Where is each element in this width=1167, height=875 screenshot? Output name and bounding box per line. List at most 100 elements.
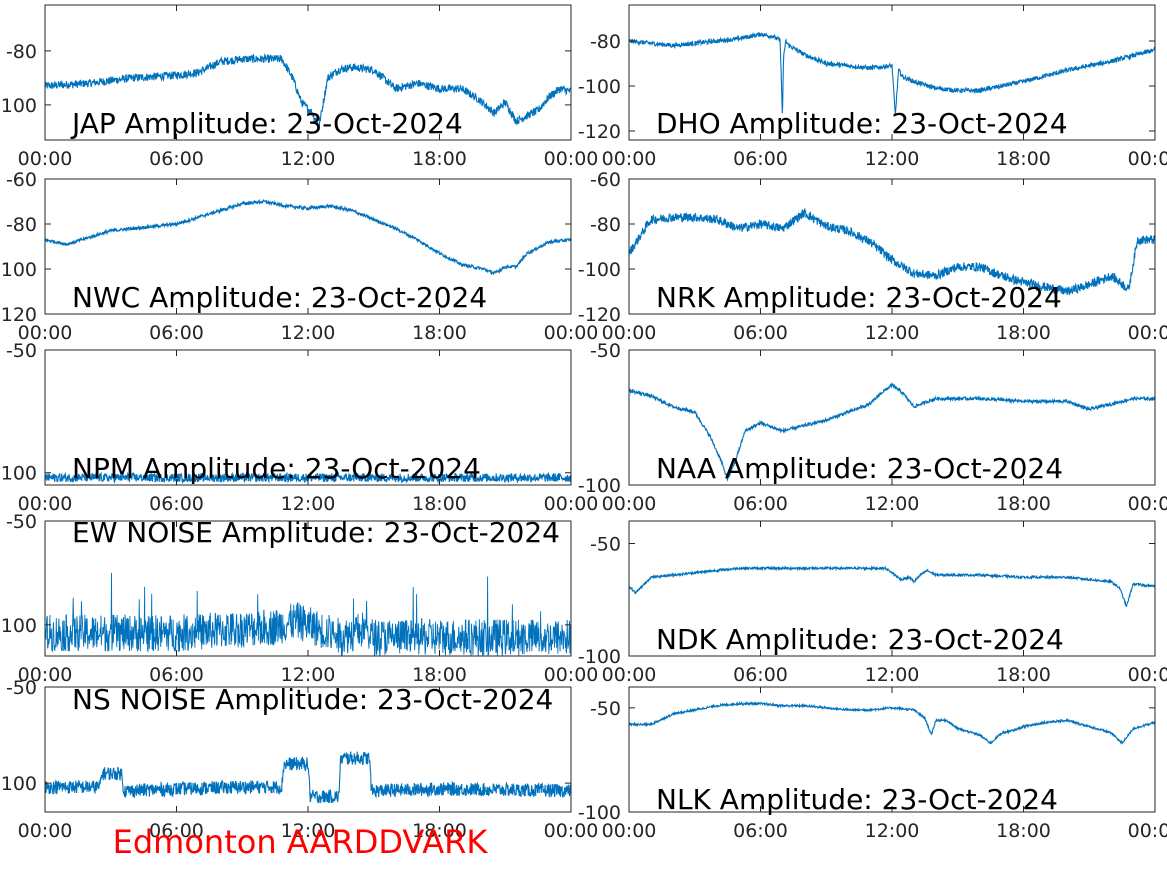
y-tick-label: -80 (590, 31, 621, 53)
x-tick-label: 00:00 (544, 322, 599, 344)
footer-label: Edmonton AARDDVARK (113, 823, 489, 861)
panel-naa: 00:00 06:00 12:00 18:00 00:00 -50 -100 NAA Ampl… (578, 340, 1167, 515)
x-tick-label: 06:00 (733, 148, 788, 170)
x-tick-label: 00:00 (1128, 322, 1167, 344)
x-tick-label: 00:00 (18, 820, 73, 842)
x-tick-label: 06:00 (733, 493, 788, 515)
y-tick-label: -100 (0, 95, 37, 117)
panel-title: NAA Amplitude: 23-Oct-2024 (656, 452, 1063, 485)
x-tick-label: 00:00 (602, 148, 657, 170)
series-line-naa (629, 382, 1155, 482)
y-tick-label: -120 (578, 121, 621, 143)
y-tick-label: -120 (578, 304, 621, 326)
series-line-dho (629, 31, 1155, 115)
x-tick-label: 18:00 (996, 322, 1051, 344)
x-tick-label: 18:00 (996, 664, 1051, 686)
y-tick-label: -80 (6, 41, 37, 63)
series-line-nrk (629, 207, 1155, 296)
panel-title: EW NOISE Amplitude: 23-Oct-2024 (72, 516, 560, 549)
x-tick-label: 18:00 (412, 148, 467, 170)
panel-npm: 00:00 06:00 12:00 18:00 00:00 -50 -100 NPM Ampl… (0, 340, 598, 515)
x-tick-label: 00:00 (602, 322, 657, 344)
panel-title: JAP Amplitude: 23-Oct-2024 (70, 107, 463, 140)
x-tick-label: 18:00 (412, 322, 467, 344)
y-tick-label: -100 (0, 463, 37, 485)
x-tick-label: 00:00 (602, 493, 657, 515)
x-tick-label: 12:00 (865, 493, 920, 515)
y-tick-label: -50 (6, 677, 37, 699)
x-tick-label: 00:00 (602, 820, 657, 842)
x-tick-label: 00:00 (18, 493, 73, 515)
panel-title: NWC Amplitude: 23-Oct-2024 (72, 281, 487, 314)
x-tick-label: 00:00 (1128, 148, 1167, 170)
x-tick-label: 12:00 (865, 820, 920, 842)
series-line-nlk (629, 700, 1155, 745)
y-tick-label: -100 (578, 76, 621, 98)
y-tick-label: -100 (0, 615, 37, 637)
x-tick-label: 12:00 (865, 322, 920, 344)
panel-nwc: 00:00 06:00 12:00 18:00 00:00 -60 -80 -100 -120 N… (0, 169, 598, 344)
x-tick-label: 06:00 (733, 820, 788, 842)
panel-title: NPM Amplitude: 23-Oct-2024 (72, 452, 481, 485)
series-line-ndk (629, 565, 1155, 607)
x-tick-label: 00:00 (602, 664, 657, 686)
panel-nlk: 00:00 06:00 12:00 18:00 00:00 -50 -100 NLK Ampl… (578, 686, 1167, 842)
panel-title: NDK Amplitude: 23-Oct-2024 (656, 623, 1064, 656)
y-tick-label: -80 (590, 214, 621, 236)
panel-title: NLK Amplitude: 23-Oct-2024 (656, 783, 1058, 816)
x-tick-label: 12:00 (281, 664, 336, 686)
x-tick-label: 12:00 (281, 148, 336, 170)
x-tick-label: 12:00 (281, 322, 336, 344)
x-tick-label: 06:00 (733, 664, 788, 686)
x-tick-label: 00:00 (1128, 664, 1167, 686)
x-tick-label: 06:00 (733, 322, 788, 344)
x-tick-label: 06:00 (149, 664, 204, 686)
x-tick-label: 06:00 (149, 148, 204, 170)
y-tick-label: -100 (578, 475, 621, 497)
x-tick-label: 00:00 (544, 664, 599, 686)
x-tick-label: 00:00 (18, 664, 73, 686)
y-tick-label: -50 (590, 534, 621, 556)
x-tick-label: 00:00 (18, 322, 73, 344)
panel-title: NRK Amplitude: 23-Oct-2024 (656, 281, 1062, 314)
y-tick-label: -100 (0, 773, 37, 795)
x-tick-label: 00:00 (1128, 820, 1167, 842)
y-tick-label: -100 (0, 259, 37, 281)
x-tick-label: 06:00 (149, 493, 204, 515)
y-tick-label: -100 (578, 646, 621, 668)
y-tick-label: -60 (590, 169, 621, 191)
x-tick-label: 12:00 (281, 820, 336, 842)
x-tick-label: 18:00 (996, 493, 1051, 515)
y-tick-label: -100 (578, 802, 621, 824)
y-tick-label: -120 (0, 304, 37, 326)
series-line-ew_noise (45, 572, 571, 656)
series-line-jap (45, 53, 571, 131)
series-line-nwc (45, 198, 571, 276)
x-tick-label: 06:00 (149, 820, 204, 842)
x-tick-label: 18:00 (996, 820, 1051, 842)
x-tick-label: 12:00 (281, 493, 336, 515)
x-tick-label: 00:00 (544, 820, 599, 842)
series-line-ns_noise (45, 751, 571, 804)
y-tick-label: -50 (590, 340, 621, 362)
y-tick-label: -50 (590, 698, 621, 720)
y-tick-label: -50 (6, 340, 37, 362)
x-tick-label: 00:00 (544, 493, 599, 515)
x-tick-label: 06:00 (149, 322, 204, 344)
panel-ndk: 00:00 06:00 12:00 18:00 00:00 -50 -100 NDK Ampl… (578, 520, 1167, 686)
x-tick-label: 18:00 (412, 493, 467, 515)
panel-ew_noise: 00:00 06:00 12:00 18:00 00:00 -50 -100 EW NOISE… (0, 511, 598, 686)
x-tick-label: 12:00 (865, 148, 920, 170)
y-tick-label: -50 (6, 511, 37, 533)
panel-dho: 00:00 06:00 12:00 18:00 00:00 -80 -100 -120 DHO … (578, 4, 1167, 170)
x-tick-label: 00:00 (1128, 493, 1167, 515)
panel-title: NS NOISE Amplitude: 23-Oct-2024 (72, 683, 553, 716)
panel-jap: 00:00 06:00 12:00 18:00 00:00 -80 -100 JAP Ampl… (0, 4, 599, 170)
panel-nrk: 00:00 06:00 12:00 18:00 00:00 -60 -80 -100 -120 N… (578, 169, 1167, 344)
x-tick-label: 18:00 (412, 664, 467, 686)
x-tick-label: 00:00 (544, 148, 599, 170)
panel-ns_noise: 00:00 06:00 12:00 18:00 00:00 -50 -100 NS NOISE… (0, 677, 598, 842)
y-tick-label: -80 (6, 214, 37, 236)
y-tick-label: -100 (578, 259, 621, 281)
